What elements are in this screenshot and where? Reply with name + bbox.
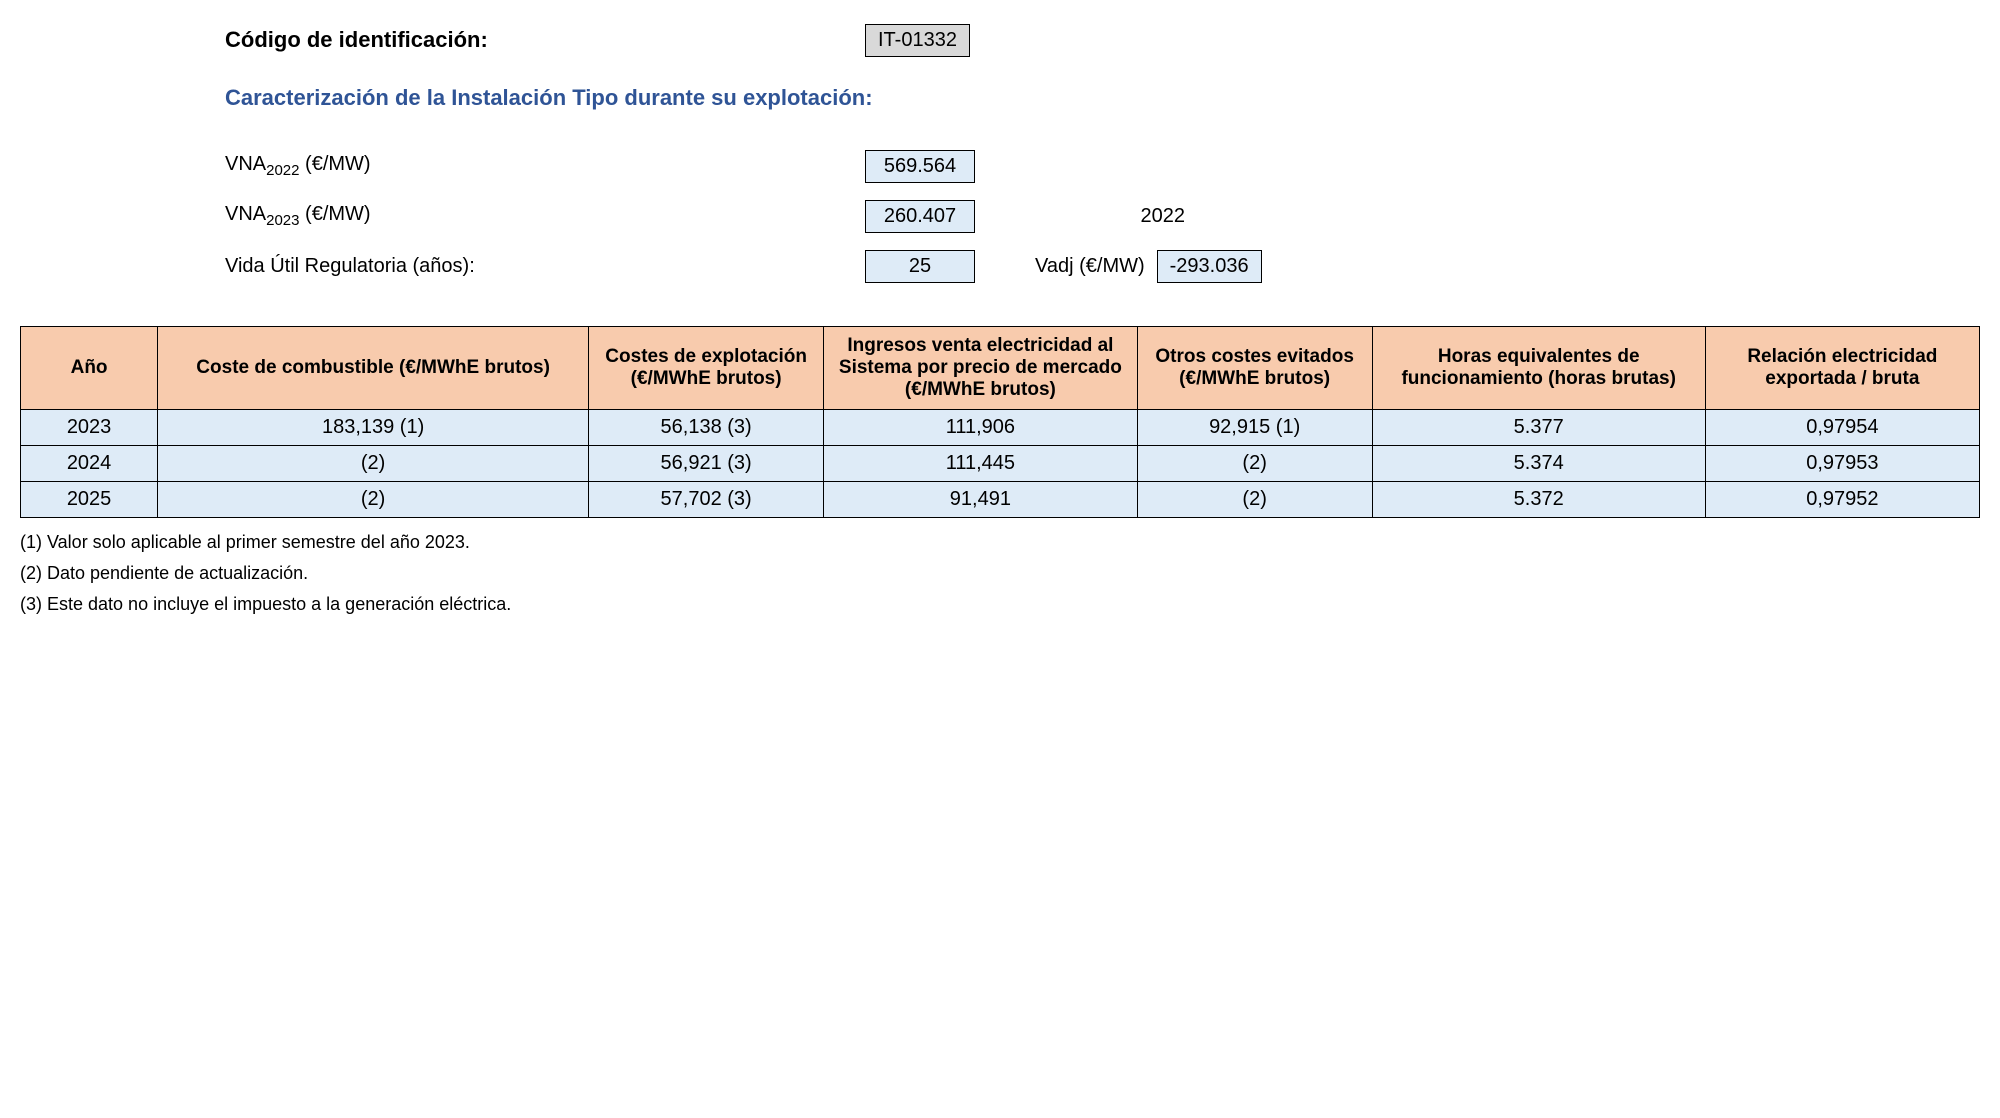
codigo-value-box: IT-01332 — [865, 24, 970, 57]
footnote: (1) Valor solo aplicable al primer semes… — [20, 532, 1980, 553]
vna-unit-2: (€/MW) — [300, 203, 371, 225]
table-cell: 111,445 — [824, 446, 1137, 482]
vadj-value: -293.036 — [1157, 250, 1262, 283]
vna2023-label: VNA2023 (€/MW) — [225, 203, 785, 229]
table-cell: 5.377 — [1372, 410, 1705, 446]
vadj-side: Vadj (€/MW) -293.036 — [1035, 250, 1262, 283]
table-header-cell: Otros costes evitados (€/MWhE brutos) — [1137, 327, 1372, 410]
table-cell: 2025 — [21, 482, 158, 518]
vna2022-row: VNA2022 (€/MW) 569.564 — [225, 146, 1980, 186]
table-cell: (2) — [158, 446, 589, 482]
vida-util-row: Vida Útil Regulatoria (años): 25 Vadj (€… — [225, 246, 1980, 286]
table-cell: 0,97952 — [1705, 482, 1979, 518]
table-row: 2025(2)57,702 (3)91,491(2)5.3720,97952 — [21, 482, 1980, 518]
vna2023-subscript: 2023 — [266, 212, 299, 229]
vna-unit: (€/MW) — [300, 153, 371, 175]
table-body: 2023183,139 (1)56,138 (3)111,90692,915 (… — [21, 410, 1980, 518]
table-cell: 57,702 (3) — [589, 482, 824, 518]
vida-util-value: 25 — [865, 250, 975, 283]
table-cell: 183,139 (1) — [158, 410, 589, 446]
table-cell: 92,915 (1) — [1137, 410, 1372, 446]
table-cell: 0,97953 — [1705, 446, 1979, 482]
footnote: (3) Este dato no incluye el impuesto a l… — [20, 594, 1980, 615]
table-header-cell: Ingresos venta electricidad al Sistema p… — [824, 327, 1137, 410]
table-header-cell: Horas equivalentes de funcionamiento (ho… — [1372, 327, 1705, 410]
caracterizacion-heading: Caracterización de la Instalación Tipo d… — [225, 85, 873, 111]
year-ref-side: 2022 — [1035, 205, 1185, 228]
table-header-cell: Año — [21, 327, 158, 410]
vida-util-label: Vida Útil Regulatoria (años): — [225, 255, 785, 278]
table-cell: (2) — [158, 482, 589, 518]
vna2022-label: VNA2022 (€/MW) — [225, 153, 785, 179]
vna2023-row: VNA2023 (€/MW) 260.407 2022 — [225, 196, 1980, 236]
table-cell: 5.372 — [1372, 482, 1705, 518]
table-cell: (2) — [1137, 482, 1372, 518]
vna2022-value: 569.564 — [865, 150, 975, 183]
table-cell: (2) — [1137, 446, 1372, 482]
year-ref: 2022 — [1035, 205, 1185, 228]
table-cell: 5.374 — [1372, 446, 1705, 482]
codigo-label: Código de identificación: — [225, 27, 785, 53]
vna2022-subscript: 2022 — [266, 162, 299, 179]
caracterizacion-row: Caracterización de la Instalación Tipo d… — [225, 78, 1980, 118]
table-header-cell: Costes de explotación (€/MWhE brutos) — [589, 327, 824, 410]
vadj-label: Vadj (€/MW) — [1035, 255, 1145, 278]
table-cell: 2024 — [21, 446, 158, 482]
vna2023-value: 260.407 — [865, 200, 975, 233]
vna-prefix-2: VNA — [225, 203, 266, 225]
table-cell: 56,921 (3) — [589, 446, 824, 482]
header-section: Código de identificación: IT-01332 Carac… — [225, 20, 1980, 286]
table-cell: 2023 — [21, 410, 158, 446]
footnotes: (1) Valor solo aplicable al primer semes… — [20, 532, 1980, 615]
table-row: 2023183,139 (1)56,138 (3)111,90692,915 (… — [21, 410, 1980, 446]
table-cell: 56,138 (3) — [589, 410, 824, 446]
footnote: (2) Dato pendiente de actualización. — [20, 563, 1980, 584]
table-header-row: AñoCoste de combustible (€/MWhE brutos)C… — [21, 327, 1980, 410]
data-table: AñoCoste de combustible (€/MWhE brutos)C… — [20, 326, 1980, 518]
table-header-cell: Coste de combustible (€/MWhE brutos) — [158, 327, 589, 410]
table-header-cell: Relación electricidad exportada / bruta — [1705, 327, 1979, 410]
vna-prefix: VNA — [225, 153, 266, 175]
table-cell: 0,97954 — [1705, 410, 1979, 446]
table-row: 2024(2)56,921 (3)111,445(2)5.3740,97953 — [21, 446, 1980, 482]
codigo-row: Código de identificación: IT-01332 — [225, 20, 1980, 60]
table-cell: 91,491 — [824, 482, 1137, 518]
table-cell: 111,906 — [824, 410, 1137, 446]
